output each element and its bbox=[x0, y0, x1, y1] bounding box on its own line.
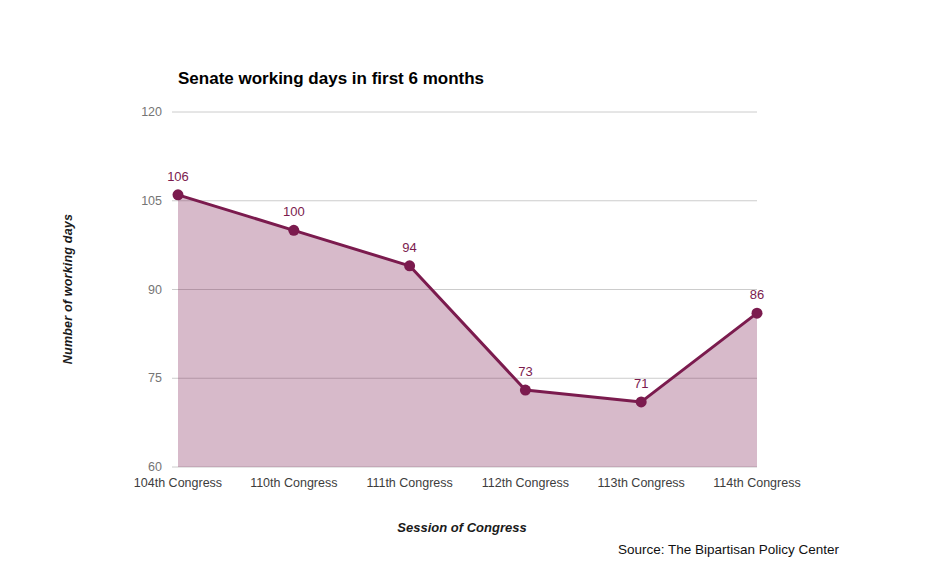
data-point-label: 86 bbox=[750, 287, 764, 302]
data-point bbox=[173, 189, 184, 200]
x-category-label: 104th Congress bbox=[134, 476, 222, 490]
source-note: Source: The Bipartisan Policy Center bbox=[618, 542, 839, 557]
data-point-label: 94 bbox=[402, 240, 416, 255]
data-point bbox=[520, 385, 531, 396]
data-point bbox=[752, 308, 763, 319]
chart-title: Senate working days in first 6 months bbox=[178, 70, 484, 87]
x-category-label: 112th Congress bbox=[482, 476, 569, 490]
y-tick-label: 120 bbox=[141, 105, 162, 119]
x-category-label: 114th Congress bbox=[713, 476, 800, 490]
data-point-label: 106 bbox=[167, 169, 189, 184]
data-point-label: 100 bbox=[283, 204, 305, 219]
y-tick-label: 60 bbox=[148, 460, 162, 474]
y-tick-label: 90 bbox=[148, 283, 162, 297]
data-point bbox=[288, 225, 299, 236]
data-point bbox=[404, 260, 415, 271]
data-point-label: 73 bbox=[518, 364, 532, 379]
x-category-label: 110th Congress bbox=[250, 476, 337, 490]
y-tick-label: 75 bbox=[148, 371, 162, 385]
area-fill bbox=[178, 195, 757, 467]
data-point-label: 71 bbox=[634, 376, 648, 391]
y-tick-label: 105 bbox=[141, 194, 162, 208]
x-category-label: 111th Congress bbox=[366, 476, 452, 490]
x-axis-title: Session of Congress bbox=[397, 520, 526, 535]
chart-canvas: 60 75 90 105 120 106 100 94 73 71 86 104th Congress… bbox=[0, 0, 935, 578]
data-point bbox=[636, 396, 647, 407]
x-category-label: 113th Congress bbox=[598, 476, 685, 490]
y-axis-title: Number of working days bbox=[61, 214, 75, 364]
